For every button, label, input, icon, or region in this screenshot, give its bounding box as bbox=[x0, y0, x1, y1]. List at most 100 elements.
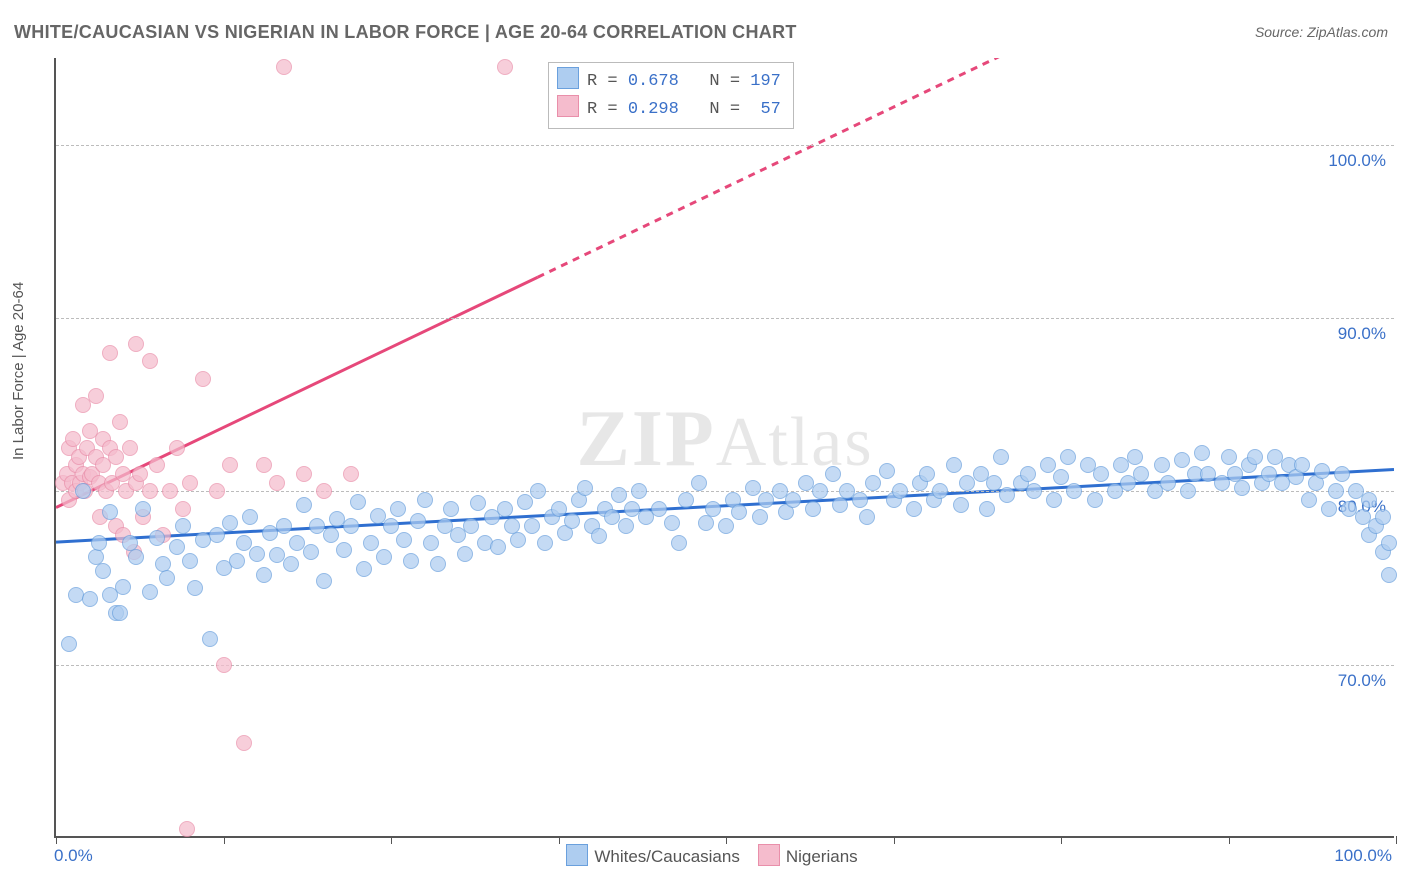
chart-title: WHITE/CAUCASIAN VS NIGERIAN IN LABOR FOR… bbox=[14, 22, 797, 43]
stats-row-nigerians: R = 0.298 N = 57 bbox=[557, 95, 781, 123]
y-tick-label: 100.0% bbox=[1328, 151, 1386, 171]
data-point-whites bbox=[490, 539, 506, 555]
stats-swatch-whites bbox=[557, 67, 579, 89]
data-point-whites bbox=[705, 501, 721, 517]
data-point-whites bbox=[1375, 509, 1391, 525]
data-point-whites bbox=[430, 556, 446, 572]
data-point-whites bbox=[1133, 466, 1149, 482]
data-point-nigerians bbox=[222, 457, 238, 473]
stats-r-value: 0.298 bbox=[628, 100, 679, 119]
watermark-bold: ZIP bbox=[576, 395, 715, 483]
data-point-nigerians bbox=[497, 59, 513, 75]
data-point-whites bbox=[343, 518, 359, 534]
data-point-nigerians bbox=[128, 336, 144, 352]
data-point-whites bbox=[986, 475, 1002, 491]
data-point-nigerians bbox=[88, 388, 104, 404]
data-point-whites bbox=[1020, 466, 1036, 482]
data-point-whites bbox=[202, 631, 218, 647]
data-point-whites bbox=[142, 584, 158, 600]
data-point-whites bbox=[865, 475, 881, 491]
data-point-whites bbox=[812, 483, 828, 499]
data-point-whites bbox=[1301, 492, 1317, 508]
data-point-whites bbox=[618, 518, 634, 534]
data-point-whites bbox=[175, 518, 191, 534]
data-point-whites bbox=[276, 518, 292, 534]
data-point-whites bbox=[825, 466, 841, 482]
data-point-nigerians bbox=[169, 440, 185, 456]
x-tick bbox=[56, 836, 57, 844]
data-point-nigerians bbox=[162, 483, 178, 499]
data-point-whites bbox=[112, 605, 128, 621]
data-point-whites bbox=[999, 487, 1015, 503]
data-point-whites bbox=[1194, 445, 1210, 461]
data-point-whites bbox=[390, 501, 406, 517]
data-point-whites bbox=[510, 532, 526, 548]
data-point-whites bbox=[470, 495, 486, 511]
data-point-whites bbox=[423, 535, 439, 551]
data-point-whites bbox=[363, 535, 379, 551]
data-point-whites bbox=[731, 504, 747, 520]
data-point-nigerians bbox=[269, 475, 285, 491]
trend-lines bbox=[56, 58, 1394, 836]
data-point-whites bbox=[1026, 483, 1042, 499]
gridline-h bbox=[56, 145, 1394, 146]
stats-n-label: N = bbox=[679, 72, 750, 91]
data-point-nigerians bbox=[149, 457, 165, 473]
data-point-whites bbox=[376, 549, 392, 565]
stats-n-value: 197 bbox=[750, 72, 781, 91]
data-point-whites bbox=[745, 480, 761, 496]
data-point-whites bbox=[1247, 449, 1263, 465]
data-point-whites bbox=[631, 483, 647, 499]
data-point-whites bbox=[169, 539, 185, 555]
data-point-nigerians bbox=[209, 483, 225, 499]
data-point-whites bbox=[1154, 457, 1170, 473]
gridline-h bbox=[56, 318, 1394, 319]
source-label: Source: bbox=[1255, 24, 1303, 40]
data-point-whites bbox=[1087, 492, 1103, 508]
series-legend: Whites/CaucasiansNigerians bbox=[0, 844, 1406, 867]
stats-n-value: 57 bbox=[750, 100, 781, 119]
stats-swatch-nigerians bbox=[557, 95, 579, 117]
data-point-nigerians bbox=[179, 821, 195, 837]
data-point-nigerians bbox=[216, 657, 232, 673]
data-point-whites bbox=[1066, 483, 1082, 499]
stats-r-label: R = bbox=[587, 100, 628, 119]
data-point-whites bbox=[1234, 480, 1250, 496]
correlation-stats-box: R = 0.678 N = 197R = 0.298 N = 57 bbox=[548, 62, 794, 129]
data-point-whites bbox=[859, 509, 875, 525]
x-tick bbox=[1396, 836, 1397, 844]
data-point-whites bbox=[953, 497, 969, 513]
data-point-whites bbox=[1180, 483, 1196, 499]
data-point-whites bbox=[229, 553, 245, 569]
data-point-whites bbox=[463, 518, 479, 534]
plot-area: ZIPAtlas R = 0.678 N = 197R = 0.298 N = … bbox=[54, 58, 1394, 838]
y-axis-label: In Labor Force | Age 20-64 bbox=[10, 282, 27, 460]
stats-r-label: R = bbox=[587, 72, 628, 91]
data-point-whites bbox=[1127, 449, 1143, 465]
data-point-nigerians bbox=[112, 414, 128, 430]
data-point-whites bbox=[611, 487, 627, 503]
data-point-whites bbox=[91, 535, 107, 551]
x-tick bbox=[224, 836, 225, 844]
data-point-whites bbox=[396, 532, 412, 548]
stats-r-value: 0.678 bbox=[628, 72, 679, 91]
data-point-whites bbox=[718, 518, 734, 534]
legend-swatch-nigerians bbox=[758, 844, 780, 866]
data-point-nigerians bbox=[182, 475, 198, 491]
data-point-whites bbox=[1221, 449, 1237, 465]
data-point-whites bbox=[95, 563, 111, 579]
data-point-nigerians bbox=[132, 466, 148, 482]
stats-row-whites: R = 0.678 N = 197 bbox=[557, 67, 781, 95]
data-point-whites bbox=[517, 494, 533, 510]
legend-label-nigerians: Nigerians bbox=[786, 847, 858, 866]
data-point-whites bbox=[336, 542, 352, 558]
data-point-whites bbox=[906, 501, 922, 517]
data-point-whites bbox=[698, 515, 714, 531]
data-point-whites bbox=[61, 636, 77, 652]
stats-n-label: N = bbox=[679, 100, 750, 119]
x-tick bbox=[1061, 836, 1062, 844]
data-point-whites bbox=[832, 497, 848, 513]
data-point-whites bbox=[946, 457, 962, 473]
data-point-whites bbox=[283, 556, 299, 572]
data-point-whites bbox=[892, 483, 908, 499]
